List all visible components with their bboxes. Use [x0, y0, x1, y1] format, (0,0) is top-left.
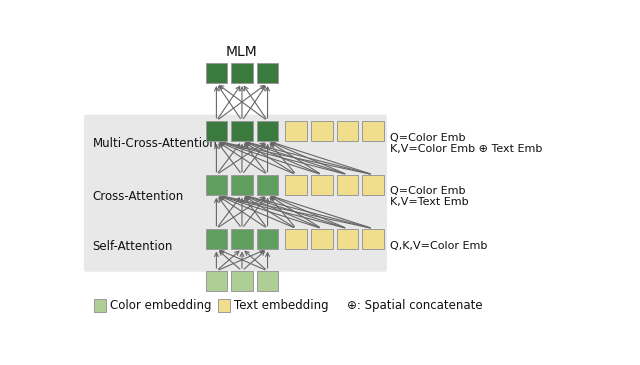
Bar — [205, 175, 227, 195]
Bar — [205, 63, 227, 83]
Text: Q=Color Emb: Q=Color Emb — [390, 133, 465, 143]
Bar — [231, 228, 253, 249]
Bar — [94, 299, 106, 312]
Bar — [257, 63, 278, 83]
Text: ⊕: Spatial concatenate: ⊕: Spatial concatenate — [348, 299, 483, 312]
Bar — [311, 228, 333, 249]
Bar — [311, 175, 333, 195]
Bar — [337, 175, 358, 195]
Text: K,V=Text Emb: K,V=Text Emb — [390, 197, 468, 207]
Bar — [362, 228, 384, 249]
Bar — [231, 63, 253, 83]
Text: Cross-Attention: Cross-Attention — [92, 190, 184, 203]
Text: Q,K,V=Color Emb: Q,K,V=Color Emb — [390, 241, 488, 251]
Bar — [362, 121, 384, 141]
Bar — [205, 228, 227, 249]
Bar — [285, 121, 307, 141]
Bar — [231, 121, 253, 141]
FancyBboxPatch shape — [84, 167, 387, 226]
Bar — [257, 271, 278, 291]
Bar — [257, 121, 278, 141]
Text: MLM: MLM — [226, 45, 258, 59]
Bar — [337, 121, 358, 141]
Text: Multi-Cross-Attention: Multi-Cross-Attention — [92, 137, 217, 150]
Bar — [205, 121, 227, 141]
Bar — [311, 121, 333, 141]
Text: Color embedding: Color embedding — [110, 299, 212, 312]
Bar — [231, 175, 253, 195]
Bar — [285, 228, 307, 249]
Text: K,V=Color Emb ⊕ Text Emb: K,V=Color Emb ⊕ Text Emb — [390, 143, 542, 154]
Bar — [231, 271, 253, 291]
Text: Q=Color Emb: Q=Color Emb — [390, 186, 465, 196]
Bar — [362, 175, 384, 195]
Text: Text embedding: Text embedding — [234, 299, 329, 312]
FancyBboxPatch shape — [84, 115, 387, 172]
Bar — [337, 228, 358, 249]
Bar — [285, 175, 307, 195]
Text: Self-Attention: Self-Attention — [92, 240, 173, 253]
Bar — [218, 299, 230, 312]
Bar — [205, 271, 227, 291]
Bar — [257, 175, 278, 195]
FancyBboxPatch shape — [84, 221, 387, 272]
Bar — [257, 228, 278, 249]
